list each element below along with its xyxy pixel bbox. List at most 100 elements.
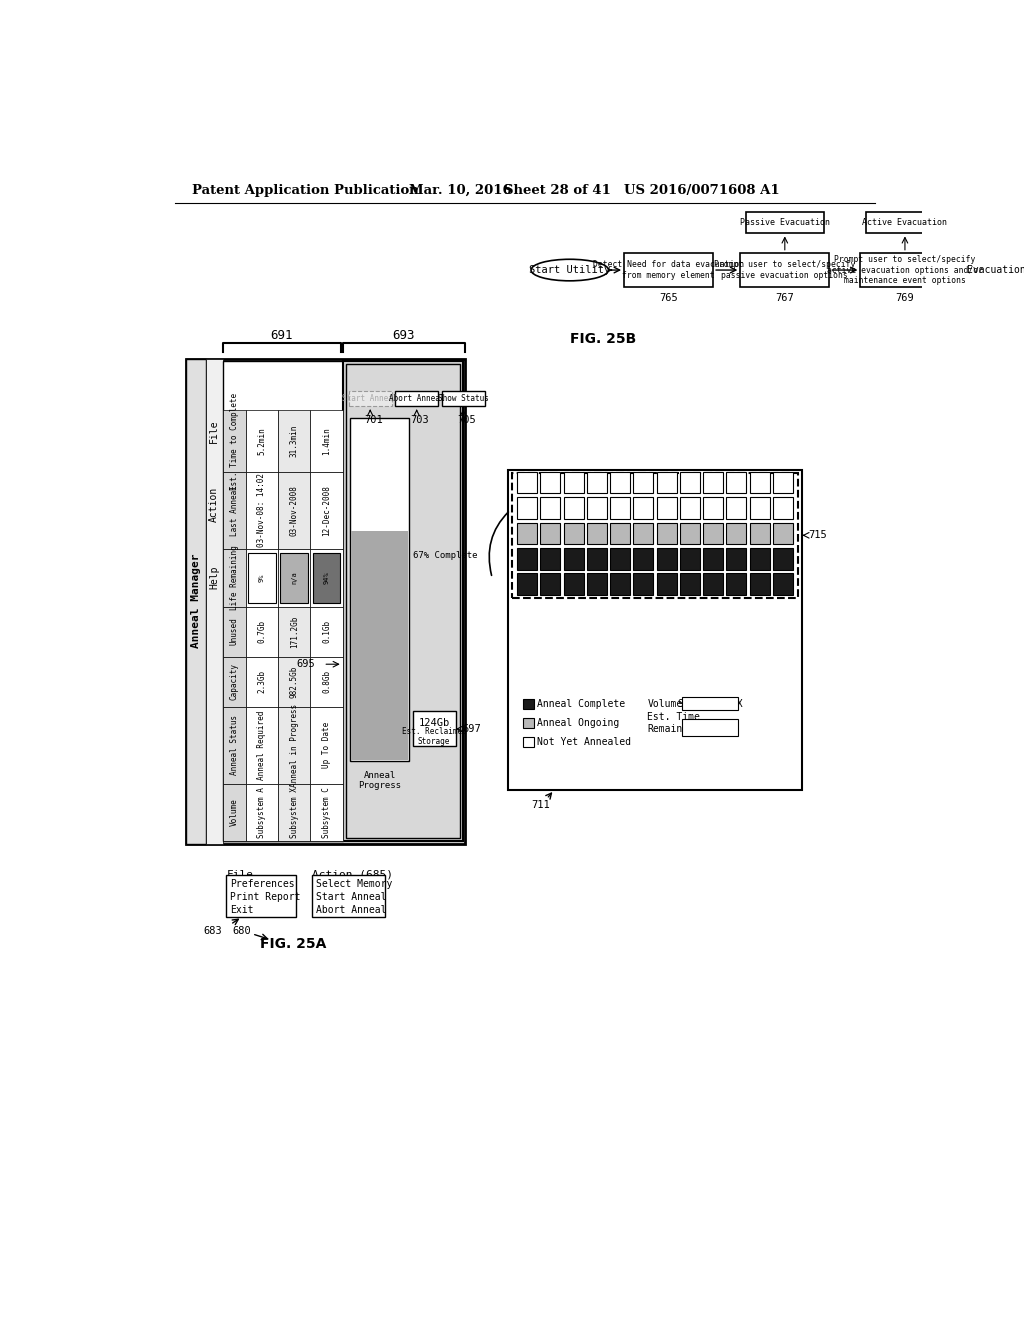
FancyBboxPatch shape bbox=[206, 359, 222, 843]
FancyBboxPatch shape bbox=[279, 471, 310, 549]
FancyBboxPatch shape bbox=[349, 418, 410, 762]
FancyBboxPatch shape bbox=[310, 471, 343, 549]
Text: 124Gb: 124Gb bbox=[419, 718, 450, 727]
FancyBboxPatch shape bbox=[310, 706, 343, 784]
FancyBboxPatch shape bbox=[656, 523, 677, 544]
Text: Show Status: Show Status bbox=[437, 395, 488, 403]
FancyBboxPatch shape bbox=[773, 498, 793, 519]
Text: 705: 705 bbox=[457, 416, 476, 425]
Text: Sheet 28 of 41: Sheet 28 of 41 bbox=[504, 185, 610, 197]
FancyBboxPatch shape bbox=[680, 523, 700, 544]
Text: Action (685): Action (685) bbox=[311, 870, 392, 879]
Text: Last Anneal: Last Anneal bbox=[229, 484, 239, 536]
Text: FIG. 25A: FIG. 25A bbox=[260, 937, 326, 950]
FancyBboxPatch shape bbox=[246, 784, 279, 841]
Text: Abort Anneal: Abort Anneal bbox=[389, 395, 444, 403]
FancyBboxPatch shape bbox=[703, 548, 723, 570]
FancyBboxPatch shape bbox=[279, 706, 310, 784]
FancyBboxPatch shape bbox=[563, 498, 584, 519]
Text: 9%: 9% bbox=[259, 573, 265, 582]
Text: Active Evacuation: Active Evacuation bbox=[862, 218, 947, 227]
Text: Est. Time
Remaining:: Est. Time Remaining: bbox=[647, 711, 706, 734]
Text: Subsystem A: Subsystem A bbox=[257, 787, 266, 838]
FancyBboxPatch shape bbox=[633, 523, 653, 544]
FancyBboxPatch shape bbox=[541, 573, 560, 595]
Text: Select Memory: Select Memory bbox=[315, 879, 392, 888]
Text: Anneal Complete: Anneal Complete bbox=[538, 698, 626, 709]
FancyBboxPatch shape bbox=[246, 471, 279, 549]
Text: Anneal Manager: Anneal Manager bbox=[190, 554, 201, 648]
FancyBboxPatch shape bbox=[523, 738, 535, 747]
Text: 2.3Gb: 2.3Gb bbox=[257, 671, 266, 693]
FancyBboxPatch shape bbox=[517, 471, 538, 494]
Text: Subsystem C: Subsystem C bbox=[322, 787, 331, 838]
FancyBboxPatch shape bbox=[541, 548, 560, 570]
FancyBboxPatch shape bbox=[587, 573, 607, 595]
Text: Patent Application Publication: Patent Application Publication bbox=[193, 185, 419, 197]
Text: Anneal Required: Anneal Required bbox=[257, 710, 266, 780]
FancyBboxPatch shape bbox=[517, 498, 538, 519]
FancyBboxPatch shape bbox=[773, 548, 793, 570]
FancyBboxPatch shape bbox=[349, 391, 391, 407]
FancyBboxPatch shape bbox=[587, 523, 607, 544]
FancyBboxPatch shape bbox=[773, 573, 793, 595]
FancyBboxPatch shape bbox=[610, 523, 630, 544]
Text: Abort Anneal: Abort Anneal bbox=[315, 906, 386, 915]
Text: 94%: 94% bbox=[324, 572, 330, 583]
Text: n/a: n/a bbox=[291, 572, 297, 583]
Text: US 2016/0071608 A1: US 2016/0071608 A1 bbox=[624, 185, 779, 197]
Text: Volume: Volume bbox=[229, 799, 239, 826]
FancyBboxPatch shape bbox=[414, 711, 456, 746]
FancyBboxPatch shape bbox=[541, 523, 560, 544]
FancyBboxPatch shape bbox=[222, 784, 246, 841]
FancyBboxPatch shape bbox=[279, 411, 310, 471]
Text: 5.2min: 5.2min bbox=[257, 428, 266, 455]
Text: Preferences: Preferences bbox=[230, 879, 295, 888]
FancyBboxPatch shape bbox=[442, 391, 484, 407]
Text: Anneal Status: Anneal Status bbox=[229, 715, 239, 775]
Text: 03-Nov-2008: 03-Nov-2008 bbox=[290, 484, 299, 536]
FancyBboxPatch shape bbox=[624, 252, 713, 288]
FancyBboxPatch shape bbox=[279, 656, 310, 706]
FancyBboxPatch shape bbox=[726, 573, 746, 595]
FancyBboxPatch shape bbox=[310, 656, 343, 706]
Text: Exit: Exit bbox=[230, 906, 254, 915]
FancyBboxPatch shape bbox=[587, 471, 607, 494]
Text: Anneal in Progress: Anneal in Progress bbox=[290, 704, 299, 787]
FancyBboxPatch shape bbox=[222, 607, 246, 656]
Text: 1.4min: 1.4min bbox=[322, 428, 331, 455]
FancyBboxPatch shape bbox=[703, 498, 723, 519]
FancyBboxPatch shape bbox=[860, 252, 949, 288]
Text: Print Report: Print Report bbox=[230, 892, 301, 902]
Text: 680: 680 bbox=[232, 925, 251, 936]
FancyBboxPatch shape bbox=[680, 471, 700, 494]
FancyBboxPatch shape bbox=[523, 718, 535, 729]
Text: Est. Reclaimed
Storage: Est. Reclaimed Storage bbox=[401, 727, 467, 746]
FancyBboxPatch shape bbox=[563, 573, 584, 595]
Text: 711: 711 bbox=[531, 800, 550, 810]
Text: 769: 769 bbox=[896, 293, 914, 304]
Text: Anneal
Progress: Anneal Progress bbox=[358, 771, 401, 791]
FancyBboxPatch shape bbox=[610, 548, 630, 570]
FancyBboxPatch shape bbox=[587, 498, 607, 519]
Text: Volume:: Volume: bbox=[647, 698, 688, 709]
Text: 695: 695 bbox=[297, 659, 315, 669]
Text: 765: 765 bbox=[659, 293, 678, 304]
FancyBboxPatch shape bbox=[656, 471, 677, 494]
FancyBboxPatch shape bbox=[222, 411, 246, 471]
FancyBboxPatch shape bbox=[610, 471, 630, 494]
FancyBboxPatch shape bbox=[310, 549, 343, 607]
FancyBboxPatch shape bbox=[517, 573, 538, 595]
Text: 0.7Gb: 0.7Gb bbox=[257, 620, 266, 643]
FancyBboxPatch shape bbox=[541, 471, 560, 494]
FancyBboxPatch shape bbox=[726, 548, 746, 570]
FancyBboxPatch shape bbox=[703, 523, 723, 544]
Text: Help: Help bbox=[209, 565, 219, 589]
Text: 0.1Gb: 0.1Gb bbox=[322, 620, 331, 643]
FancyBboxPatch shape bbox=[750, 523, 770, 544]
FancyBboxPatch shape bbox=[222, 360, 343, 841]
FancyBboxPatch shape bbox=[312, 553, 340, 603]
Text: 171.2Gb: 171.2Gb bbox=[290, 615, 299, 648]
FancyArrowPatch shape bbox=[489, 512, 508, 576]
Text: 703: 703 bbox=[411, 416, 429, 425]
